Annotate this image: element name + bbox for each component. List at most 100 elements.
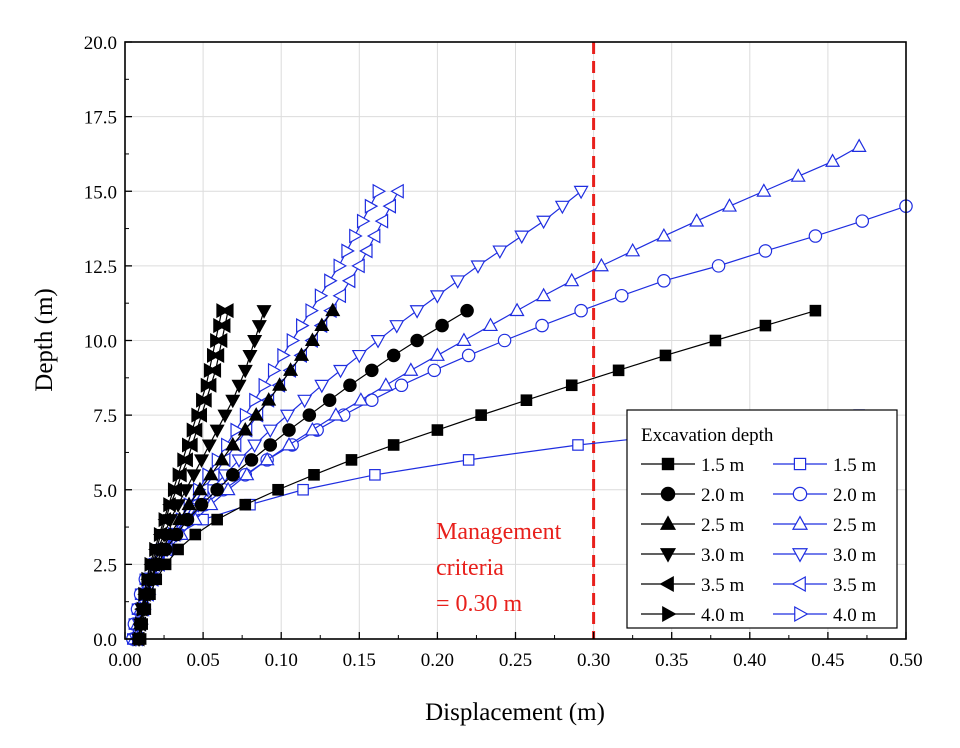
legend-box (626, 409, 898, 629)
annotation-line-2: criteria (436, 555, 504, 581)
series-point (239, 466, 255, 481)
y-tick-label: 17.5 (84, 108, 117, 129)
series-point (353, 392, 369, 406)
legend-entry: 2.5 m (641, 515, 745, 536)
series-point (497, 333, 512, 348)
y-axis-label: Depth (m) (31, 288, 58, 391)
series-point (144, 556, 159, 572)
series-point (249, 392, 263, 408)
legend-marker (791, 515, 809, 530)
series-point (369, 469, 381, 481)
legend-label: 3.0 m (833, 545, 877, 566)
series-point (460, 303, 474, 318)
series-point (314, 317, 330, 332)
series-point (230, 422, 244, 438)
legend-label: 4.0 m (833, 605, 877, 626)
series-point (435, 318, 449, 333)
series-point (283, 362, 299, 376)
series-point (296, 318, 310, 334)
series-point (182, 437, 196, 453)
series-point (657, 274, 671, 288)
series-point (262, 424, 278, 439)
series-point (343, 378, 357, 393)
series-point (482, 317, 499, 332)
series-point (333, 364, 349, 379)
series-point (305, 303, 319, 319)
series-point (225, 394, 241, 409)
legend-label: 1.5 m (833, 455, 877, 476)
series-point (239, 498, 252, 511)
x-tick-label: 0.15 (343, 650, 376, 671)
series-point (226, 468, 240, 482)
series-point (625, 242, 641, 257)
series-point (536, 215, 552, 230)
legend-entry: 2.0 m (773, 485, 877, 506)
legend-entries: 1.5 m 2.0 m 2.5 m 3.0 m 3.5 m 4.0 m 1.5 m 2.0 m… (641, 455, 877, 626)
y-tick-label: 0.0 (93, 630, 117, 651)
series-point (333, 258, 348, 274)
series-point (322, 393, 337, 407)
series-point (272, 483, 284, 496)
series-point (211, 513, 223, 526)
series-point (153, 527, 168, 543)
series-point (209, 424, 225, 439)
series-point (297, 394, 313, 409)
series-point (214, 451, 230, 466)
series-point (535, 318, 549, 333)
legend-marker (659, 575, 674, 593)
series-point (808, 229, 823, 243)
x-tick-label: 0.45 (811, 650, 844, 671)
series-point (382, 198, 397, 214)
series-point (349, 228, 363, 244)
series-point (138, 586, 152, 602)
y-tick-label: 7.5 (93, 406, 117, 427)
series-point (554, 200, 570, 215)
series-point (191, 407, 205, 423)
legend-marker (662, 605, 677, 623)
series-point (410, 333, 424, 348)
series-point (614, 288, 629, 303)
series-point (297, 483, 309, 496)
series-point (324, 273, 338, 289)
x-tick-label: 0.35 (655, 650, 688, 671)
series-point (247, 439, 263, 454)
series-point (809, 304, 822, 317)
series-point (136, 601, 151, 617)
legend-label: 2.5 m (701, 515, 745, 536)
series-point (456, 332, 472, 346)
y-tick-label: 20.0 (84, 33, 117, 54)
series-point (194, 497, 209, 512)
series-point (790, 168, 806, 182)
series-point (359, 243, 373, 259)
series-point (429, 347, 445, 361)
series-point (351, 349, 367, 364)
series-point (308, 469, 320, 481)
series-point (248, 407, 264, 421)
legend-entry: 1.5 m (773, 455, 877, 476)
series-point (314, 379, 330, 394)
x-tick-label: 0.50 (889, 650, 922, 671)
series-point (341, 273, 356, 289)
series-point (216, 303, 230, 319)
legend-entry: 3.5 m (773, 575, 877, 596)
legend-marker (661, 457, 675, 471)
x-tick-label: 0.30 (577, 650, 610, 671)
series-point (394, 378, 409, 393)
series-point (365, 363, 379, 378)
axis-ticks: 0.00 0.05 0.10 0.15 0.20 0.25 0.30 0.35 0.40 0.45… (84, 33, 923, 671)
series-point (149, 541, 163, 557)
series-point (372, 183, 387, 199)
series-point (244, 453, 259, 467)
x-tick-label: 0.25 (499, 650, 532, 671)
legend-label: 2.5 m (833, 515, 877, 536)
series-point (855, 214, 870, 228)
series-point (203, 362, 218, 378)
series-point (462, 454, 475, 466)
series-point (328, 407, 344, 421)
series-point (689, 213, 705, 227)
series-point (389, 320, 405, 334)
series-point (172, 543, 184, 556)
series-point (251, 320, 267, 334)
legend-label: 2.0 m (701, 485, 745, 506)
